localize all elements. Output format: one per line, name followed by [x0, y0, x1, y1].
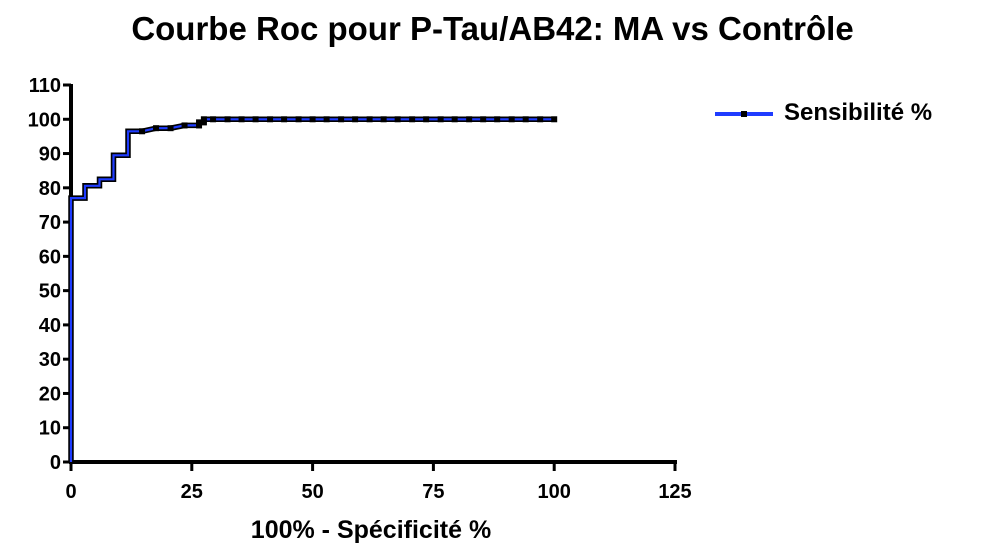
roc-curve-line [69, 118, 555, 462]
plot-area [68, 116, 558, 462]
roc-curve-outline [68, 116, 555, 462]
legend-label: Sensibilité % [784, 99, 932, 126]
data-point [338, 116, 345, 123]
chart-title: Courbe Roc pour P-Tau/AB42: MA vs Contrô… [131, 10, 854, 47]
y-tick-label: 80 [39, 178, 61, 200]
y-tick-label: 10 [39, 418, 61, 440]
x-tick-label: 0 [65, 481, 76, 503]
legend-marker-swatch [741, 111, 747, 117]
data-point [480, 116, 487, 123]
data-point [295, 116, 302, 123]
data-point [200, 116, 207, 123]
y-tick-label: 30 [39, 349, 61, 371]
y-tick-label: 60 [39, 246, 61, 268]
data-point [238, 116, 245, 123]
y-axis: 0 10 20 30 40 50 60 70 80 90 100 110 [28, 75, 73, 474]
x-tick-label: 25 [181, 481, 203, 503]
y-tick-label: 110 [29, 75, 61, 97]
data-point [224, 116, 231, 123]
y-tick-label: 0 [50, 452, 61, 474]
data-point [167, 125, 174, 132]
data-point [196, 122, 203, 129]
data-point [139, 128, 146, 135]
y-tick-label: 90 [39, 144, 61, 166]
x-axis: 0 25 50 75 100 125 [65, 460, 692, 503]
data-point [451, 116, 458, 123]
data-point [394, 116, 401, 123]
data-point [551, 116, 558, 123]
data-point [409, 116, 416, 123]
data-point [281, 116, 288, 123]
data-point [366, 116, 373, 123]
x-tick-label: 75 [422, 481, 444, 503]
data-point [352, 116, 359, 123]
y-tick-label: 50 [39, 281, 61, 303]
x-tick-label: 125 [658, 481, 691, 503]
data-point [494, 116, 501, 123]
data-point [200, 119, 207, 126]
data-point [267, 116, 274, 123]
data-point [309, 116, 316, 123]
data-point [423, 116, 430, 123]
data-point [522, 116, 529, 123]
data-point [380, 116, 387, 123]
y-tick-label: 40 [39, 315, 61, 337]
y-tick-label: 100 [28, 109, 61, 131]
x-tick-label: 50 [301, 481, 323, 503]
legend: Sensibilité % [715, 99, 932, 126]
y-tick-label: 20 [39, 383, 61, 405]
data-point [196, 119, 203, 126]
y-tick-label: 70 [39, 212, 61, 234]
data-point [210, 116, 217, 123]
data-point [437, 116, 444, 123]
data-point [181, 122, 188, 129]
data-point [466, 116, 473, 123]
data-point [252, 116, 259, 123]
data-point [153, 125, 160, 132]
data-point [537, 116, 544, 123]
x-tick-label: 100 [538, 481, 571, 503]
x-axis-title: 100% - Spécificité % [251, 516, 491, 544]
data-point [508, 116, 515, 123]
data-point [323, 116, 330, 123]
